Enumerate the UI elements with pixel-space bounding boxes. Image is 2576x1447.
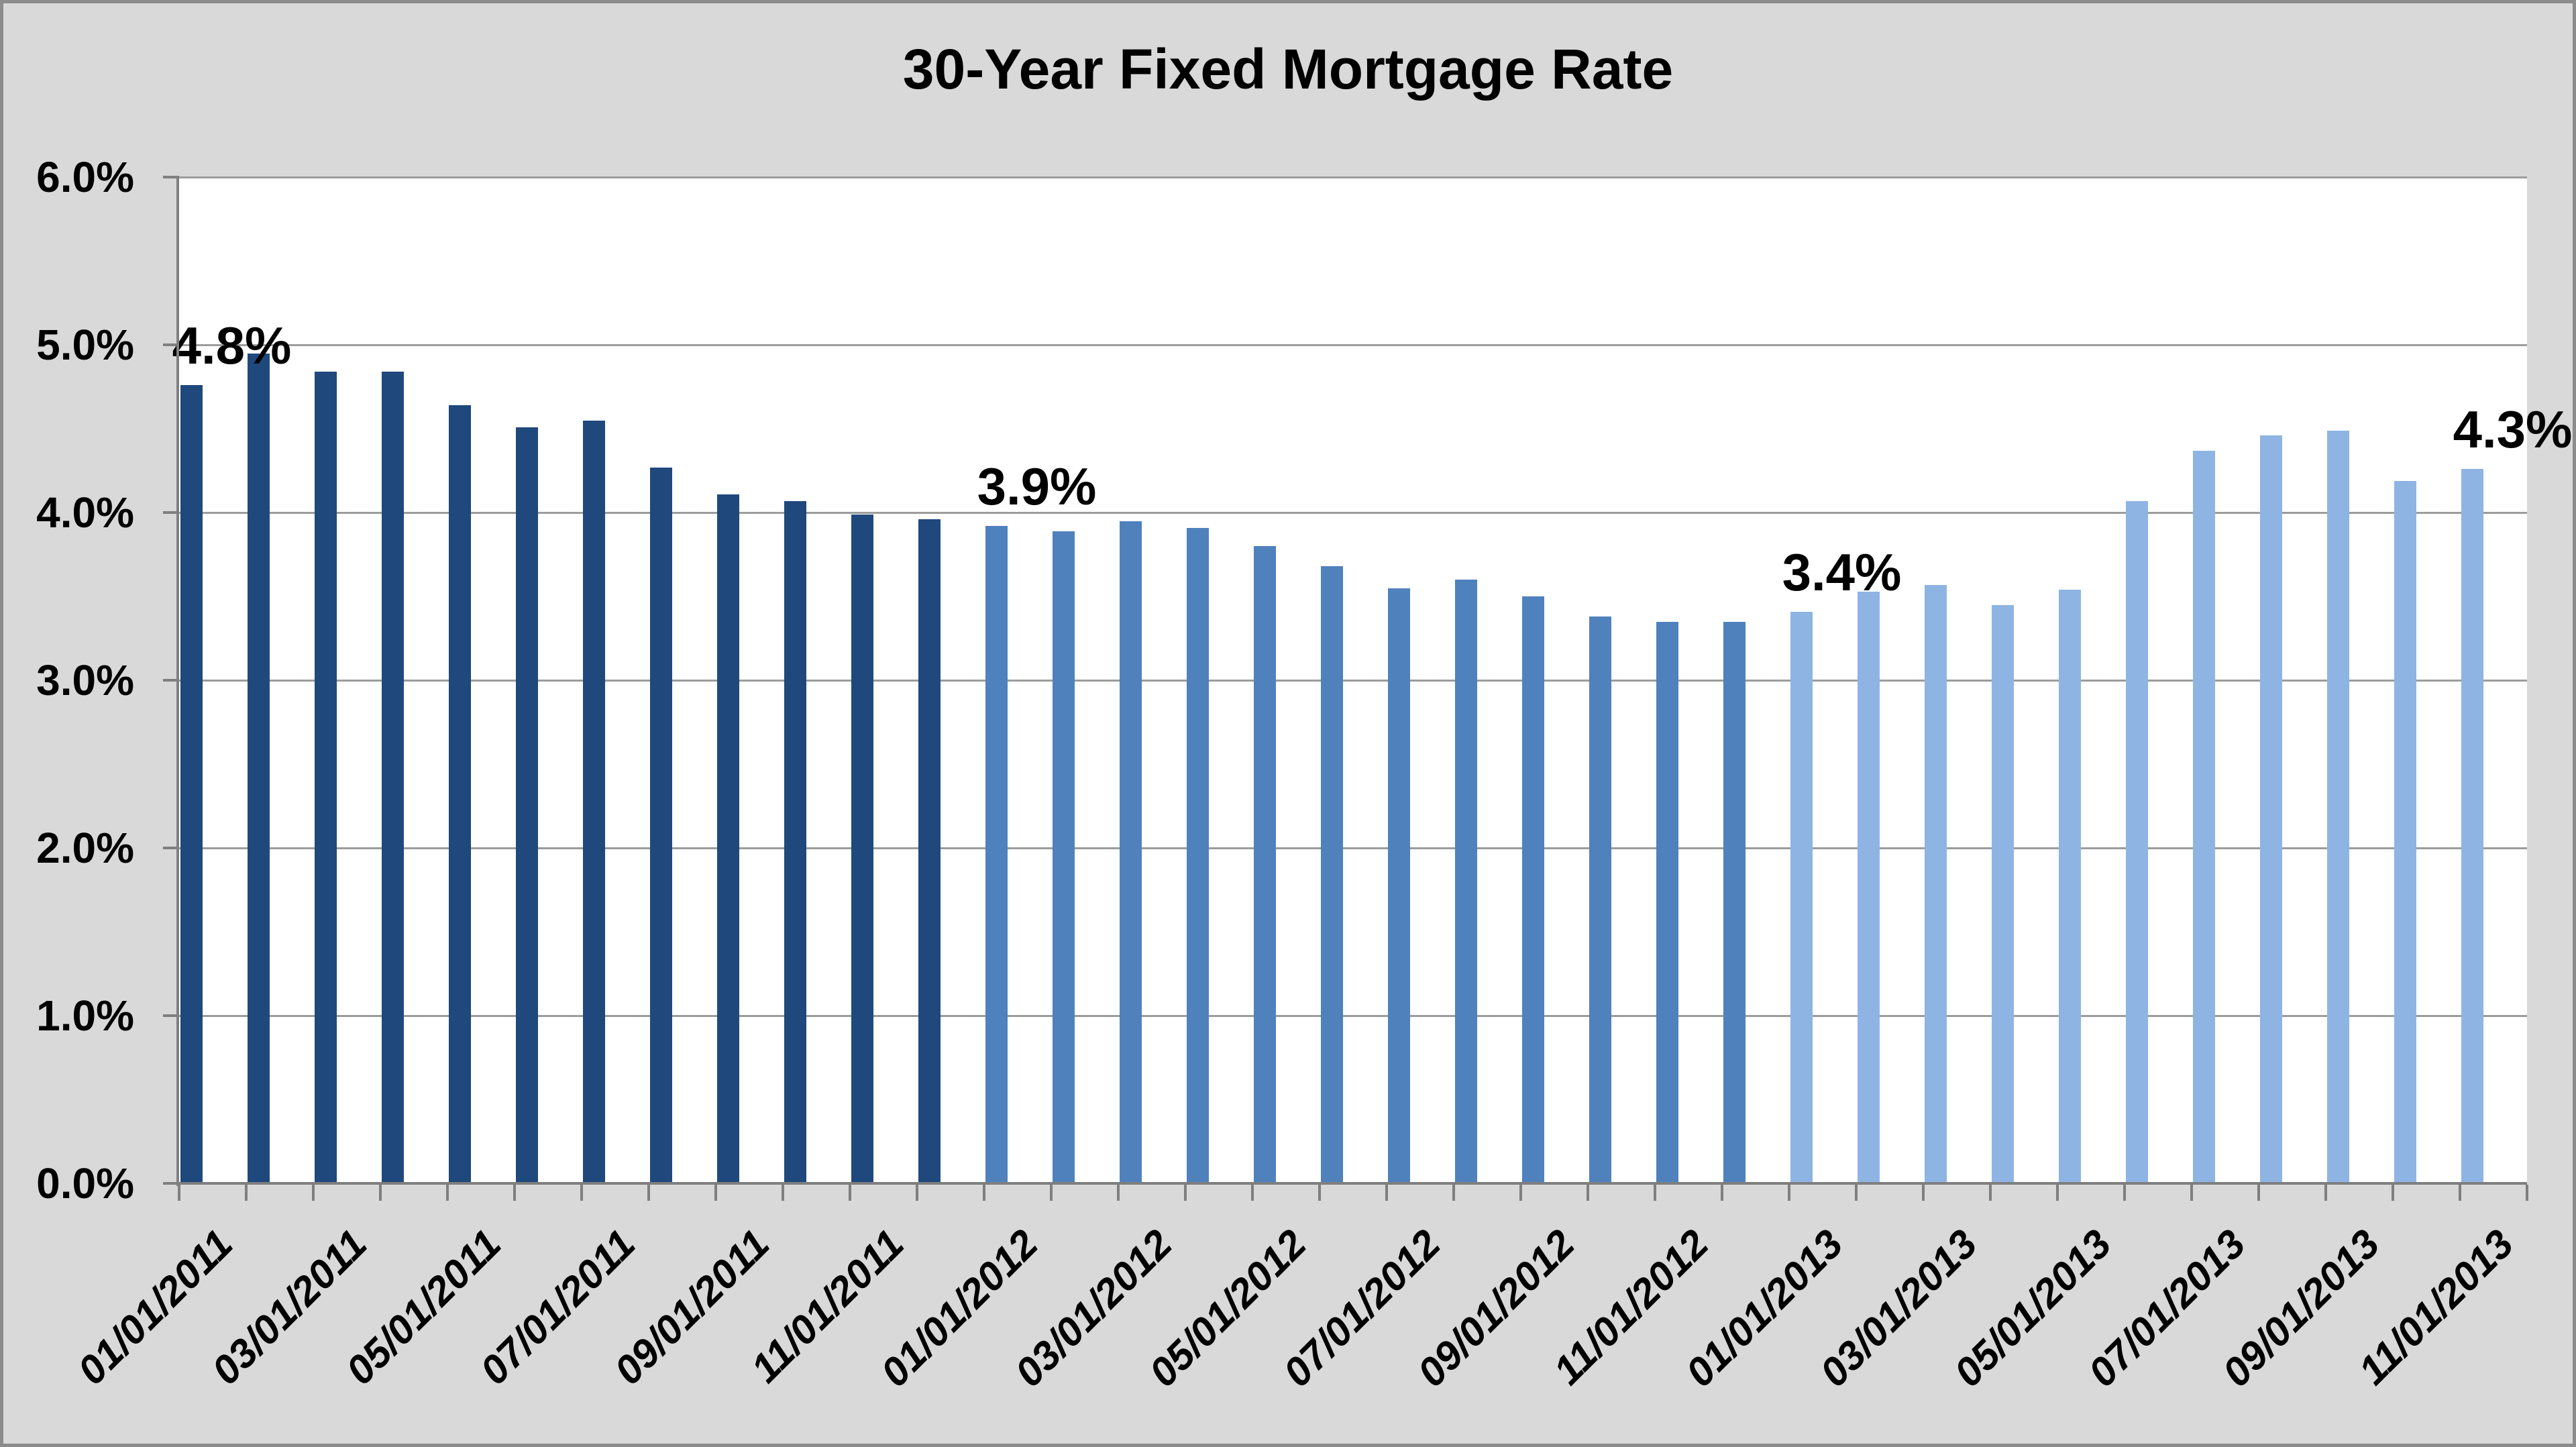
x-axis-tick (2123, 1185, 2126, 1201)
bar-05/01/2013 (2059, 590, 2081, 1183)
bar-11/01/2013 (2461, 469, 2483, 1183)
y-tick-label: 2.0% (36, 824, 134, 872)
y-tick-label: 5.0% (36, 321, 134, 369)
x-axis-tick (1788, 1185, 1790, 1201)
y-axis-tick (163, 176, 179, 178)
bar-03/01/2011 (315, 372, 337, 1183)
bar-10/01/2013 (2394, 480, 2416, 1183)
value-label: 4.3% (2453, 400, 2573, 459)
bar-09/01/2011 (717, 494, 739, 1183)
gridline (179, 176, 2527, 178)
bar-09/01/2013 (2327, 430, 2349, 1183)
bar-06/01/2011 (516, 427, 538, 1183)
x-axis-tick (1452, 1185, 1455, 1201)
x-axis-tick (2324, 1185, 2327, 1201)
x-axis-tick (446, 1185, 449, 1201)
bar-02/01/2011 (248, 353, 270, 1183)
y-axis-tick (163, 847, 179, 849)
bar-04/01/2012 (1187, 527, 1209, 1183)
gridline (179, 847, 2527, 849)
y-tick-label: 6.0% (36, 153, 134, 201)
bar-10/01/2011 (784, 500, 806, 1183)
y-axis-tick (163, 343, 179, 346)
bar-02/01/2013 (1858, 591, 1880, 1183)
x-axis-tick (782, 1185, 784, 1201)
x-axis-tick (647, 1185, 650, 1201)
x-axis-tick (178, 1185, 180, 1201)
x-axis-tick (1117, 1185, 1120, 1201)
y-tick-label: 1.0% (36, 992, 134, 1040)
x-axis-tick (2257, 1185, 2260, 1201)
bar-09/01/2012 (1522, 596, 1544, 1183)
x-axis-tick (1251, 1185, 1254, 1201)
y-tick-label: 4.0% (36, 488, 134, 537)
x-axis-tick (1922, 1185, 1925, 1201)
bar-01/01/2011 (180, 385, 203, 1183)
x-axis-tick (983, 1185, 985, 1201)
y-tick-label: 0.0% (36, 1159, 134, 1208)
bar-05/01/2011 (449, 405, 471, 1183)
y-axis-tick (163, 679, 179, 682)
x-axis-tick (1855, 1185, 1858, 1201)
bar-08/01/2011 (650, 467, 672, 1183)
x-axis-tick (245, 1185, 248, 1201)
bar-05/01/2012 (1254, 546, 1276, 1183)
bar-06/01/2013 (2126, 500, 2148, 1183)
x-axis-tick (1989, 1185, 1992, 1201)
x-axis-tick (2190, 1185, 2193, 1201)
bar-08/01/2013 (2260, 435, 2282, 1183)
bar-02/01/2012 (1053, 531, 1075, 1183)
bar-04/01/2013 (1992, 604, 2014, 1183)
bar-08/01/2012 (1455, 580, 1477, 1183)
x-axis-tick (849, 1185, 851, 1201)
gridline (179, 1015, 2527, 1017)
x-axis-tick (1654, 1185, 1656, 1201)
bar-06/01/2012 (1321, 566, 1343, 1183)
bar-07/01/2011 (583, 420, 605, 1183)
x-axis-tick (2056, 1185, 2059, 1201)
bar-01/01/2013 (1790, 611, 1813, 1183)
bar-07/01/2013 (2193, 450, 2215, 1183)
x-axis-line (163, 1182, 2527, 1185)
x-axis-tick (2459, 1185, 2461, 1201)
x-axis-tick (1519, 1185, 1522, 1201)
gridline (179, 512, 2527, 514)
x-axis-tick (1385, 1185, 1388, 1201)
y-axis-tick (163, 1014, 179, 1017)
bar-03/01/2013 (1925, 584, 1947, 1183)
bar-07/01/2012 (1388, 588, 1410, 1183)
x-axis-tick (1050, 1185, 1053, 1201)
x-axis-tick (916, 1185, 918, 1201)
bar-12/01/2012 (1723, 621, 1746, 1183)
value-label: 3.4% (1782, 542, 1902, 602)
bar-01/01/2012 (985, 526, 1008, 1183)
x-axis-tick (2526, 1185, 2528, 1201)
x-axis-tick (1318, 1185, 1321, 1201)
bar-11/01/2011 (851, 514, 873, 1183)
gridline (179, 680, 2527, 682)
bar-11/01/2012 (1656, 621, 1678, 1183)
chart-title: 30-Year Fixed Mortgage Rate (902, 38, 1674, 101)
value-label: 3.9% (977, 457, 1097, 516)
bar-12/01/2011 (918, 519, 941, 1183)
x-axis-tick (312, 1185, 315, 1201)
bar-10/01/2012 (1589, 617, 1611, 1183)
bar-03/01/2012 (1120, 521, 1142, 1183)
x-axis-tick (1184, 1185, 1187, 1201)
y-tick-label: 3.0% (36, 656, 134, 704)
x-axis-tick (714, 1185, 717, 1201)
x-axis-tick (2392, 1185, 2394, 1201)
value-label: 4.8% (172, 316, 292, 375)
y-axis-tick (163, 511, 179, 514)
x-axis-tick (513, 1185, 516, 1201)
x-axis-tick (1587, 1185, 1589, 1201)
y-axis-line (176, 177, 179, 1186)
x-axis-tick (379, 1185, 382, 1201)
x-axis-tick (580, 1185, 583, 1201)
gridline (179, 344, 2527, 346)
x-axis-tick (1721, 1185, 1723, 1201)
bar-04/01/2011 (382, 372, 404, 1183)
